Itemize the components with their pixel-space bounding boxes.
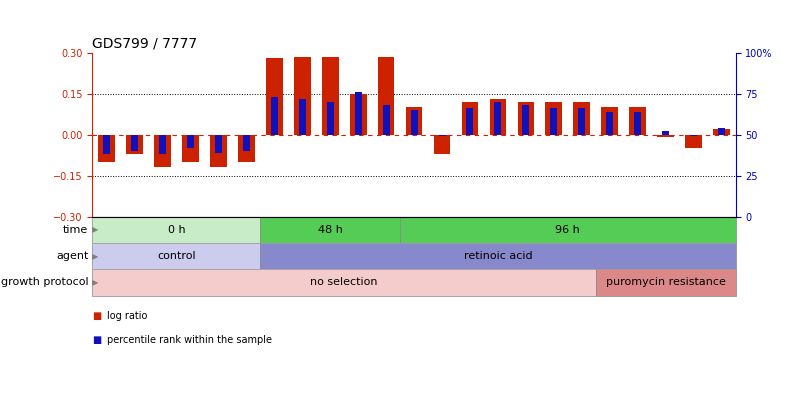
Bar [266,58,283,134]
Bar [349,94,366,134]
Bar [243,134,250,151]
Bar [210,134,226,167]
Bar [629,107,646,134]
Text: agent: agent [56,251,88,261]
Bar [550,109,556,134]
Bar [410,110,417,134]
Text: 48 h: 48 h [317,225,342,235]
Bar [438,134,445,136]
Bar [595,269,735,296]
Text: growth protocol: growth protocol [1,277,88,288]
Bar [238,134,255,162]
Bar [657,134,673,137]
Text: puromycin resistance: puromycin resistance [605,277,725,288]
Bar [154,134,170,167]
Bar [92,269,595,296]
Text: ▶: ▶ [92,252,99,261]
Bar [260,217,400,243]
Text: control: control [157,251,195,261]
Bar [717,128,724,134]
Text: 0 h: 0 h [167,225,185,235]
Bar [522,105,528,134]
Bar [489,99,506,134]
Text: time: time [63,225,88,235]
Bar [186,134,194,148]
Bar [662,131,668,134]
Bar [382,105,389,134]
Bar [98,134,115,162]
Bar [689,134,696,136]
Bar [181,134,198,162]
Bar [712,129,729,134]
Bar [601,107,618,134]
Bar [461,102,478,134]
Bar [131,134,138,151]
Text: ▶: ▶ [92,278,99,287]
Bar [400,217,735,243]
Bar [92,217,260,243]
Text: retinoic acid: retinoic acid [463,251,532,261]
Bar [466,109,473,134]
Text: ▶: ▶ [92,225,99,234]
Bar [684,134,701,148]
Text: 96 h: 96 h [555,225,580,235]
Bar [573,102,589,134]
Bar [605,112,613,134]
Bar [517,102,534,134]
Text: percentile rank within the sample: percentile rank within the sample [107,335,271,345]
Text: ■: ■ [92,335,102,345]
Text: GDS799 / 7777: GDS799 / 7777 [92,36,198,50]
Bar [377,57,394,134]
Bar [544,102,561,134]
Bar [326,102,333,134]
Bar [299,98,305,134]
Bar [634,112,641,134]
Bar [433,134,450,154]
Bar [159,134,165,154]
Bar [103,134,110,154]
Bar [260,243,735,269]
Bar [494,102,501,134]
Bar [271,97,277,134]
Text: ■: ■ [92,311,102,321]
Bar [406,107,422,134]
Bar [92,243,260,269]
Bar [321,57,338,134]
Bar [126,134,143,154]
Bar [577,109,585,134]
Bar [354,92,361,134]
Bar [214,134,222,153]
Bar [293,57,310,134]
Text: no selection: no selection [310,277,377,288]
Text: log ratio: log ratio [107,311,147,321]
